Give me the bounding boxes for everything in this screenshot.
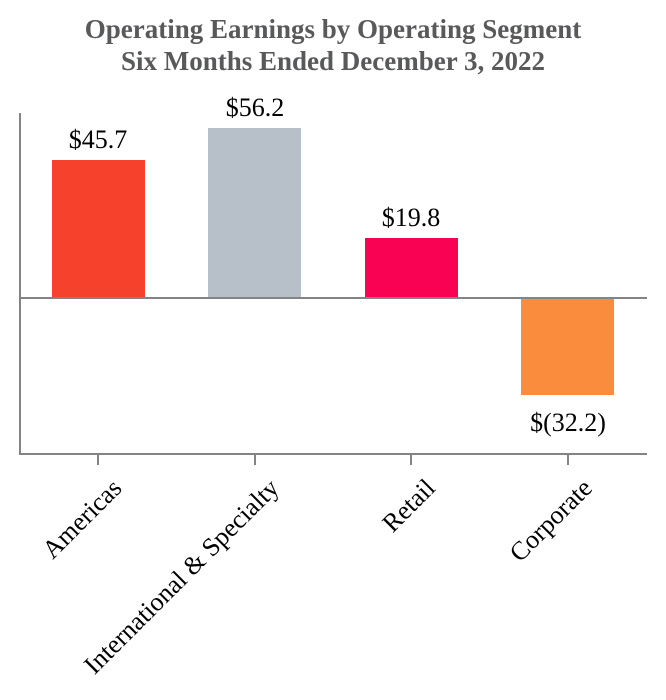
x-axis-tick: [567, 455, 569, 465]
bar-retail: [365, 238, 458, 298]
x-axis-label-text: Corporate: [503, 473, 598, 568]
x-axis-label: Corporate: [178, 473, 598, 567]
bar-value-label: $56.2: [225, 93, 285, 122]
chart-title-line1: Operating Earnings by Operating Segment: [84, 14, 582, 44]
chart-title: Operating Earnings by Operating Segment …: [0, 13, 666, 77]
x-axis-tick: [97, 455, 99, 465]
x-axis-line: [19, 453, 647, 455]
x-axis-tick: [254, 455, 256, 465]
bar-corporate: [521, 298, 614, 395]
zero-baseline: [19, 297, 647, 299]
bar-value-label: $45.7: [68, 125, 128, 154]
bar-value-label: $19.8: [381, 203, 441, 232]
x-axis-tick: [410, 455, 412, 465]
y-axis-line: [19, 113, 21, 455]
bar-value-label: $(32.2): [530, 408, 606, 437]
chart-title-line2: Six Months Ended December 3, 2022: [120, 46, 545, 76]
bar-international-specialty: [208, 128, 301, 298]
bar-americas: [52, 160, 145, 298]
